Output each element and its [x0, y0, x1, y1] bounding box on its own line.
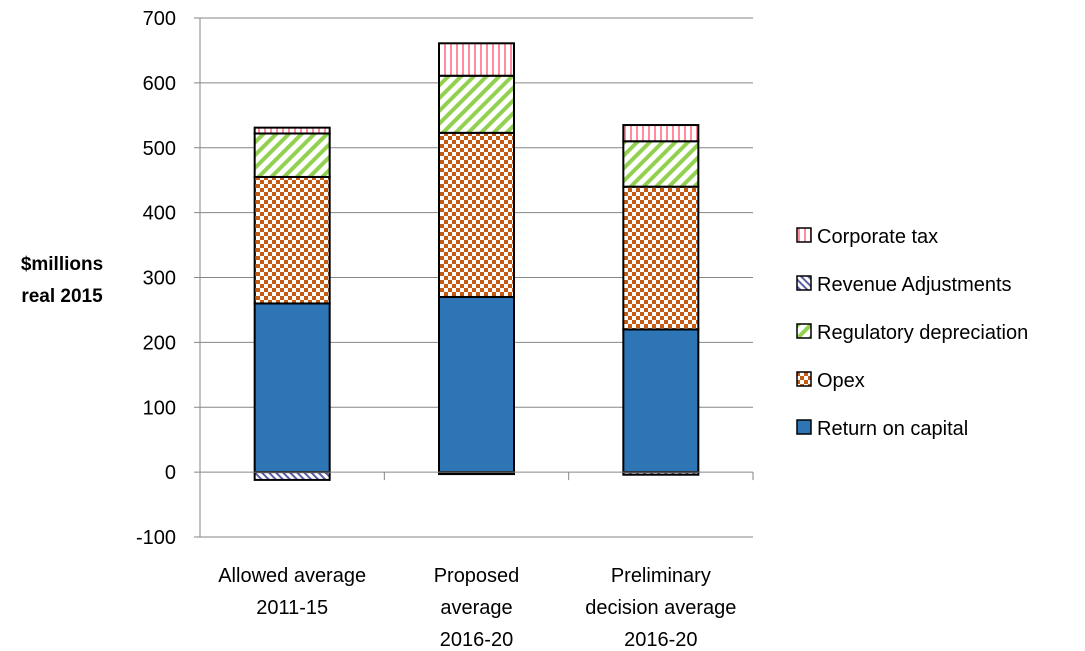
axes: [194, 17, 754, 538]
y-axis-label-line: real 2015: [21, 286, 103, 307]
legend-swatch-revenue-adjustments: [796, 275, 812, 291]
legend-label: Regulatory depreciation: [817, 322, 1028, 344]
legend: Corporate tax Revenue Adjustments Regulato…: [796, 226, 1028, 440]
bars: [253, 42, 700, 481]
y-tick-label: 300: [143, 268, 176, 290]
bar-segment-opex: [622, 185, 700, 331]
y-tick-label: 0: [165, 462, 176, 484]
bar-segment-opex: [253, 175, 331, 305]
legend-label: Opex: [817, 370, 865, 392]
legend-swatch-return-on-capital: [796, 419, 812, 435]
x-category-label: Preliminary: [611, 565, 711, 587]
bar-segment-return-on-capital: [253, 302, 331, 474]
legend-label: Revenue Adjustments: [817, 274, 1012, 296]
bar-segment-regulatory-depreciation: [622, 140, 700, 188]
legend-swatch-corporate-tax: [796, 227, 812, 243]
y-tick-label: 700: [143, 8, 176, 30]
bar-segment-corporate-tax: [622, 124, 700, 143]
y-tick-label: 200: [143, 332, 176, 354]
legend-label: Corporate tax: [817, 226, 938, 248]
y-tick-label: -100: [136, 527, 176, 549]
bar-segment-opex: [438, 131, 515, 298]
x-category-label: decision average: [585, 597, 736, 619]
bar-segment-revenue-adjustments: [253, 471, 331, 481]
y-axis-label-line: $millions: [21, 254, 103, 275]
legend-swatch-opex: [796, 371, 812, 387]
x-category-label: average: [440, 597, 512, 619]
bar-segment-return-on-capital: [622, 328, 700, 474]
x-category-labels: Allowed average 2011-15 Proposed average 201…: [218, 565, 736, 651]
y-tick-label: 600: [143, 73, 176, 95]
bar-segment-corporate-tax: [253, 126, 331, 135]
x-category-label: 2016-20: [624, 629, 697, 651]
x-category-label: 2011-15: [256, 597, 328, 619]
y-tick-label: 400: [143, 203, 176, 225]
bar-segment-return-on-capital: [438, 295, 515, 474]
bar-segment-regulatory-depreciation: [253, 132, 331, 178]
y-tick-labels: -100 0 100 200 300 400 500 600 700: [136, 8, 176, 549]
x-category-label: 2016-20: [440, 629, 513, 651]
legend-label: Return on capital: [817, 418, 968, 440]
x-category-label: Proposed: [434, 565, 520, 587]
bar-segment-regulatory-depreciation: [438, 74, 515, 134]
legend-swatch-regulatory-depreciation: [796, 323, 812, 339]
y-tick-label: 500: [143, 138, 176, 160]
y-axis-label: $millions real 2015: [21, 254, 103, 307]
y-tick-label: 100: [143, 397, 176, 419]
bar-segment-corporate-tax: [438, 42, 515, 77]
x-category-label: Allowed average: [218, 565, 366, 587]
